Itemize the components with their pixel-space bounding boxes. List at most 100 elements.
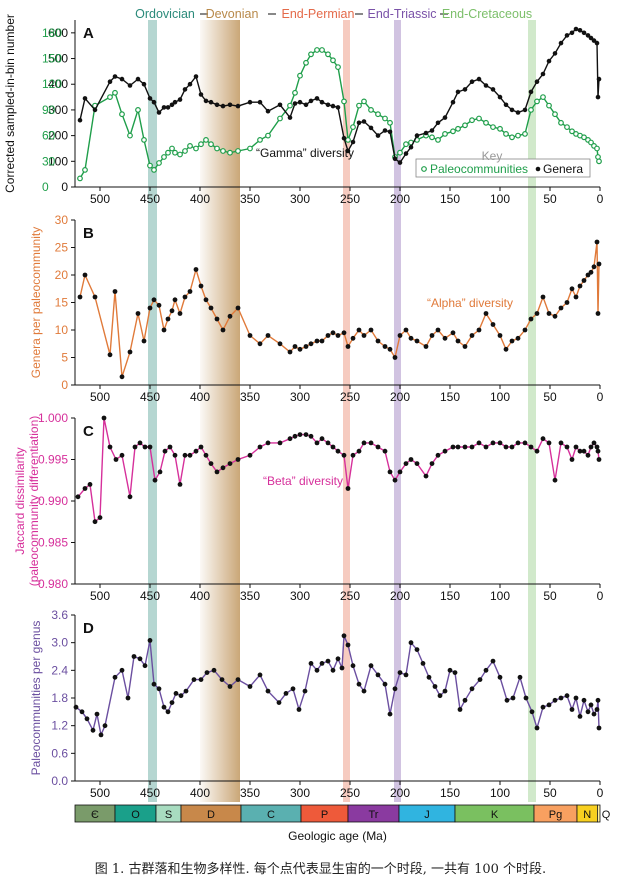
data-point-A-genera-26 (235, 103, 241, 109)
x-tick-label-B-150: 150 (440, 390, 460, 404)
data-point-D-86 (581, 697, 587, 703)
data-point-D-59 (426, 674, 432, 680)
data-point-B-83 (588, 269, 594, 275)
data-point-B-79 (573, 294, 579, 300)
data-point-D-85 (577, 714, 583, 719)
data-point-D-76 (529, 709, 535, 715)
data-point-B-66 (497, 333, 503, 338)
data-point-C-74 (528, 444, 534, 450)
y-tick-label-D-2: 1.2 (51, 719, 68, 733)
x-axis-label: Geologic age (Ma) (288, 829, 387, 843)
y2-tick-label-A-6: 180 (42, 26, 62, 40)
data-point-B-31 (287, 349, 293, 355)
x-tick-label-D-200: 200 (390, 786, 410, 800)
data-point-B-50 (392, 355, 398, 360)
period-label-11: N (583, 809, 591, 821)
data-point-B-68 (509, 338, 515, 344)
x-tick-label-C-250: 250 (340, 589, 360, 603)
data-point-D-84 (573, 695, 579, 701)
data-point-A-paleocommunities-61 (462, 122, 468, 129)
data-point-D-77 (534, 725, 540, 731)
data-point-C-39 (314, 440, 320, 446)
data-point-B-49 (387, 346, 393, 352)
data-point-A-paleocommunities-35 (308, 51, 314, 58)
data-point-A-genera-66 (497, 94, 503, 100)
data-point-B-41 (341, 330, 347, 336)
data-point-C-69 (497, 440, 503, 446)
data-point-C-84 (581, 448, 587, 454)
y-label-C: Jaccard dissimilarity (13, 447, 27, 554)
data-point-A-genera-24 (220, 103, 226, 109)
series-line-B (79, 241, 600, 378)
y-tick-label-A-5: 500 (48, 52, 68, 66)
data-point-D-41 (330, 667, 336, 673)
data-point-B-29 (265, 333, 271, 338)
data-point-A-genera-7 (135, 76, 141, 82)
data-point-B-38 (325, 333, 331, 338)
x-tick-label-D-450: 450 (140, 786, 160, 800)
data-point-D-13 (147, 638, 153, 643)
x-tick-label-C-200: 200 (390, 589, 410, 603)
legend-marker-genera (535, 166, 541, 172)
data-point-B-17 (182, 294, 188, 300)
data-point-C-10 (132, 444, 138, 450)
data-point-A-paleocommunities-39 (330, 57, 336, 64)
data-point-D-29 (247, 684, 253, 689)
data-point-C-49 (368, 440, 374, 446)
data-point-D-32 (276, 700, 282, 705)
y-tick-label-C-0: 0.980 (38, 577, 68, 591)
data-point-A-paleocommunities-64 (483, 119, 489, 126)
data-point-D-26 (219, 677, 225, 682)
data-point-A-genera-68 (509, 107, 515, 113)
period-label-8: J (424, 809, 430, 821)
data-point-B-18 (187, 289, 193, 294)
event-band-3 (343, 20, 350, 802)
data-point-C-21 (187, 452, 193, 458)
data-point-A-paleocommunities-37 (319, 47, 325, 53)
data-point-A-genera-15 (172, 99, 178, 105)
data-point-C-40 (319, 436, 325, 442)
data-point-D-31 (265, 688, 271, 694)
data-point-A-paleocommunities-10 (151, 166, 157, 173)
panels: 500 450 400 350 300 250 200 150 100 50 00100200300… (3, 14, 604, 800)
period-label-12: Q (602, 809, 611, 821)
data-point-B-77 (564, 300, 570, 305)
data-point-D-73 (510, 695, 516, 701)
x-tick-label-B-400: 400 (190, 390, 210, 404)
data-point-B-56 (429, 333, 435, 338)
data-point-D-54 (397, 670, 403, 675)
data-point-C-43 (335, 448, 341, 454)
data-point-C-36 (297, 432, 303, 437)
data-point-A-paleocommunities-17 (182, 148, 188, 154)
data-point-B-48 (382, 344, 388, 349)
data-point-B-13 (165, 316, 171, 322)
data-point-A-genera-61 (462, 87, 468, 92)
data-point-C-0 (75, 494, 81, 500)
data-point-A-paleocommunities-70 (522, 130, 528, 137)
data-point-C-70 (503, 444, 509, 450)
data-point-B-7 (135, 311, 141, 316)
data-point-D-50 (375, 672, 381, 678)
data-point-B-73 (540, 294, 546, 300)
event-band-4 (394, 20, 401, 802)
data-point-C-67 (483, 444, 489, 450)
data-point-A-paleocommunities-34 (303, 59, 309, 66)
data-point-A-paleocommunities-40 (335, 64, 341, 70)
data-point-A-genera-76 (558, 40, 564, 46)
data-point-A-genera-39 (330, 103, 336, 109)
data-point-B-42 (345, 344, 351, 349)
x-tick-label-B-300: 300 (290, 390, 310, 404)
x-tick-label-D-50: 50 (543, 786, 557, 800)
data-point-A-paleocommunities-51 (397, 149, 403, 156)
data-point-A-genera-63 (476, 76, 482, 82)
data-point-D-79 (546, 702, 552, 708)
data-point-C-28 (227, 461, 233, 466)
data-point-A-paleocommunities-23 (214, 145, 220, 152)
y-tick-label-B-6: 30 (55, 213, 69, 227)
y-tick-label-B-1: 5 (61, 351, 68, 365)
data-point-A-genera-44 (356, 120, 362, 126)
data-point-C-12 (142, 444, 148, 450)
data-point-B-33 (297, 346, 303, 352)
data-point-D-15 (156, 686, 162, 692)
y-tick-label-B-0: 0 (61, 378, 68, 392)
